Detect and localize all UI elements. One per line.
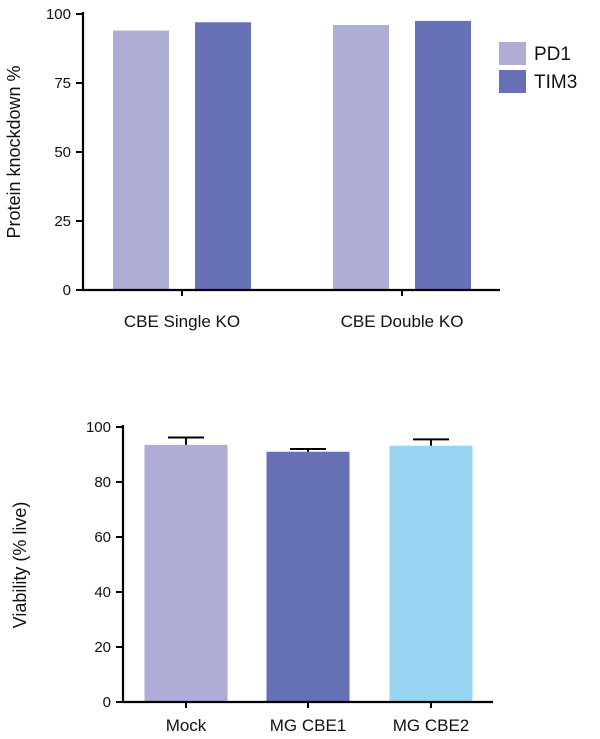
chart1-x-labels: CBE Single KO CBE Double KO [124,290,464,331]
chart2-error-bars [168,436,449,452]
chart1-y-axis-title: Protein knockdown % [4,65,24,238]
y-tick-label: 80 [94,474,111,491]
chart1-bars [113,20,471,291]
knockdown-chart: Protein knockdown % 0 25 50 75 100 CBE Singl… [4,6,577,331]
bar-3 [389,445,473,702]
y-tick-label: 100 [46,6,71,23]
y-tick-label: 50 [54,144,71,161]
x-category-label: MG CBE1 [270,716,347,735]
chart2-bars [144,444,473,702]
x-category-label: MG CBE2 [393,716,470,735]
viability-chart: Viability (% live) 0 20 40 60 80 100 Mock MG C… [10,419,493,735]
chart1-legend: PD1 TIM3 [499,42,577,93]
y-tick-label: 60 [94,529,111,546]
bar-1 [144,444,228,702]
y-tick-label: 100 [86,419,111,436]
bar-2 [266,451,350,702]
bar-pd1-2 [333,25,389,290]
legend-swatch-pd1 [499,42,526,65]
legend-label-pd1: PD1 [534,44,571,65]
x-category-label: CBE Double KO [341,312,464,331]
chart2-y-ticks: 0 20 40 60 80 100 [86,419,123,711]
y-tick-label: 0 [63,282,71,299]
chart2-y-axis-title: Viability (% live) [10,502,30,629]
bar-tim3-2 [415,20,471,291]
legend-swatch-tim3 [499,70,526,93]
legend-label-tim3: TIM3 [534,72,577,93]
bar-pd1-1 [113,30,169,291]
y-tick-label: 20 [94,639,111,656]
y-tick-label: 25 [54,213,71,230]
chart1-y-ticks: 0 25 50 75 100 [46,6,83,299]
y-tick-label: 40 [94,584,111,601]
chart2-x-labels: Mock MG CBE1 MG CBE2 [166,702,470,735]
y-tick-label: 0 [103,694,111,711]
x-category-label: Mock [166,716,207,735]
y-tick-label: 75 [54,75,71,92]
x-category-label: CBE Single KO [124,312,240,331]
bar-tim3-1 [195,22,251,291]
